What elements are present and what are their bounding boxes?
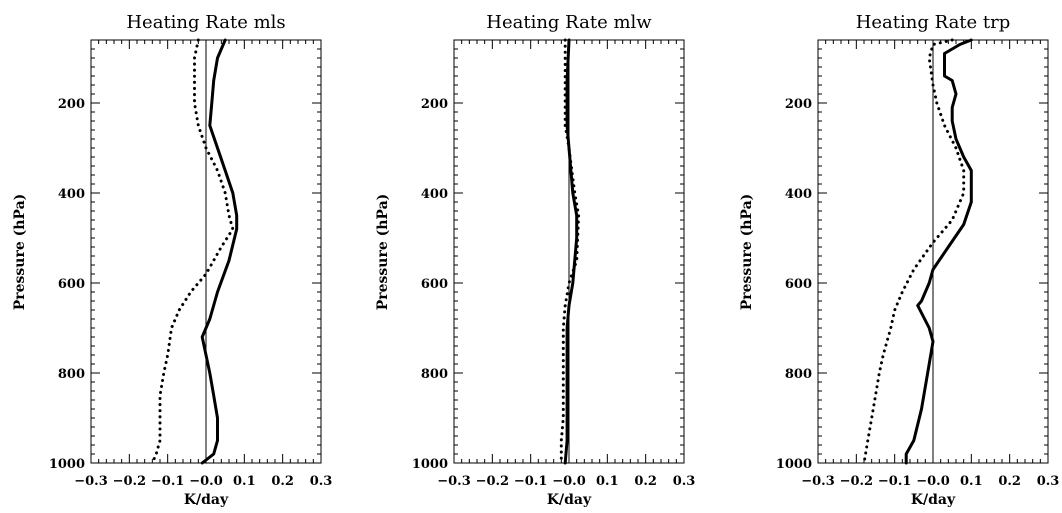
x-tick-label: −0.2 [840,474,874,489]
y-axis-label: Pressure (hPa) [739,194,755,311]
panel-title: Heating Rate mls [126,12,285,33]
x-tick-label: −0.3 [437,474,471,489]
x-tick-label: 0.2 [634,474,657,489]
x-tick-label: −0.1 [151,474,185,489]
dotted-series-line [862,38,966,465]
x-tick-label: −0.0 [552,474,586,489]
y-axis-label: Pressure (hPa) [375,194,391,311]
y-tick-label: 800 [421,367,448,382]
x-tick-label: −0.2 [113,474,147,489]
panel-title: Heating Rate mlw [486,12,652,33]
y-tick-label: 400 [785,187,812,202]
dotted-series-line [559,38,581,465]
y-tick-label: 800 [58,367,85,382]
x-tick-label: −0.0 [916,474,950,489]
x-tick-label: −0.0 [189,474,223,489]
y-tick-label: 400 [58,187,85,202]
y-tick-label: 600 [58,277,85,292]
x-tick-label: −0.1 [514,474,548,489]
solid-series-line [563,38,579,465]
x-tick-label: 0.3 [1037,474,1060,489]
y-tick-label: 1000 [776,457,812,472]
plot-area: −0.3 −0.2 −0.1 −0.0 0.1 0.2 0.3 200 400 600 800 100… [49,38,333,489]
x-axis-label: K/day [184,492,229,508]
panel-trp: Heating Rate trp K/day Pressure (hPa) −0… [739,12,1059,508]
x-tick-label: −0.3 [74,474,108,489]
dotted-series-line [150,38,235,465]
y-tick-label: 1000 [412,457,448,472]
x-tick-label: 0.1 [960,474,983,489]
y-tick-label: 600 [421,277,448,292]
x-tick-label: −0.1 [878,474,912,489]
y-tick-label: 200 [785,97,812,112]
x-tick-label: 0.3 [310,474,333,489]
plot-area: −0.3 −0.2 −0.1 −0.0 0.1 0.2 0.3 200 400 600 800 100… [412,38,696,489]
y-tick-label: 1000 [49,457,85,472]
x-tick-label: −0.2 [476,474,510,489]
y-tick-label: 200 [421,97,448,112]
x-tick-label: 0.2 [271,474,294,489]
solid-series-line [904,38,973,465]
x-axis-label: K/day [911,492,956,508]
solid-series-line [200,38,239,465]
x-axis-label: K/day [547,492,592,508]
x-tick-label: 0.1 [596,474,619,489]
panel-title: Heating Rate trp [856,12,1011,33]
plot-area: −0.3 −0.2 −0.1 −0.0 0.1 0.2 0.3 200 400 600 800 100… [776,38,1060,489]
x-tick-label: −0.3 [801,474,835,489]
panel-mlw: Heating Rate mlw K/day Pressure (hPa) −0… [375,12,695,508]
x-tick-label: 0.3 [673,474,696,489]
x-tick-label: 0.1 [233,474,256,489]
x-tick-label: 0.2 [998,474,1021,489]
panel-mls: Heating Rate mls K/day Pressure (hPa) −0… [12,12,332,508]
y-tick-label: 800 [785,367,812,382]
y-tick-label: 600 [785,277,812,292]
y-tick-label: 400 [421,187,448,202]
y-axis-label: Pressure (hPa) [12,194,28,311]
y-tick-label: 200 [58,97,85,112]
